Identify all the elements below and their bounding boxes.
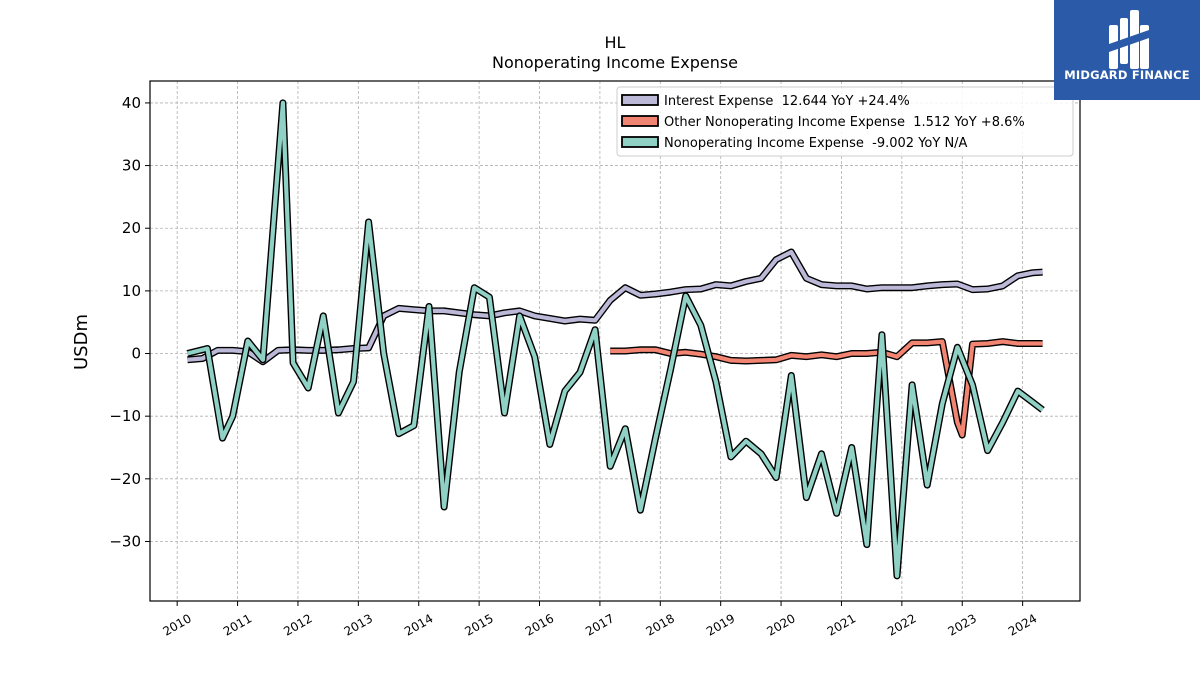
grid	[150, 81, 1080, 601]
chart-title: HL	[605, 33, 626, 52]
x-tick-label: 2016	[523, 611, 556, 638]
legend-swatch	[621, 115, 659, 127]
x-tick-label: 2015	[462, 611, 495, 638]
legend-entry-2: Other Nonoperating Income Expense 1.512 …	[664, 115, 1025, 130]
x-tick-label: 2013	[342, 611, 375, 638]
x-tick-label: 2022	[885, 611, 918, 638]
y-tick-label: −30	[109, 532, 141, 550]
x-tick-label: 2014	[402, 611, 435, 638]
y-tick-label: −10	[109, 407, 141, 425]
y-tick-label: 40	[122, 94, 141, 112]
x-tick-label: 2011	[221, 611, 254, 638]
y-tick-label: 20	[122, 219, 141, 237]
legend-entry-3: Nonoperating Income Expense -9.002 YoY N…	[664, 136, 968, 151]
series-line-3	[186, 99, 1045, 580]
y-tick-label: 10	[122, 282, 141, 300]
x-tick-label: 2018	[644, 611, 677, 638]
series-line-2	[610, 338, 1043, 439]
series-core	[186, 100, 1044, 579]
x-tick-label: 2023	[946, 611, 979, 638]
series-core	[610, 339, 1043, 438]
x-tick-label: 2010	[160, 611, 193, 638]
y-tick-label: −20	[109, 470, 141, 488]
x-tick-label: 2017	[583, 611, 616, 638]
chart-subtitle: Nonoperating Income Expense	[492, 53, 738, 72]
brand-logo: MIDGARD FINANCE	[1054, 0, 1200, 100]
y-tick-label: 30	[122, 157, 141, 175]
x-tick-label: 2019	[704, 611, 737, 638]
legend-swatch	[621, 94, 659, 106]
x-tick-label: 2024	[1006, 611, 1039, 638]
plot-frame	[149, 80, 1081, 602]
legend-box	[616, 86, 1074, 157]
brand-name: MIDGARD FINANCE	[1064, 68, 1190, 82]
legend-swatch	[621, 136, 659, 148]
y-tick-label: 0	[131, 345, 141, 363]
x-tick-label: 2021	[825, 611, 858, 638]
series-layer	[186, 99, 1045, 580]
legend-entry-1: Interest Expense 12.644 YoY +24.4%	[664, 94, 910, 109]
y-axis-label: USDm	[71, 314, 92, 370]
legend: Interest Expense 12.644 YoY +24.4% Other …	[616, 86, 1074, 157]
midgard-logo-icon	[1109, 10, 1149, 69]
x-tick-label: 2020	[764, 611, 797, 638]
x-tick-label: 2012	[281, 611, 314, 638]
